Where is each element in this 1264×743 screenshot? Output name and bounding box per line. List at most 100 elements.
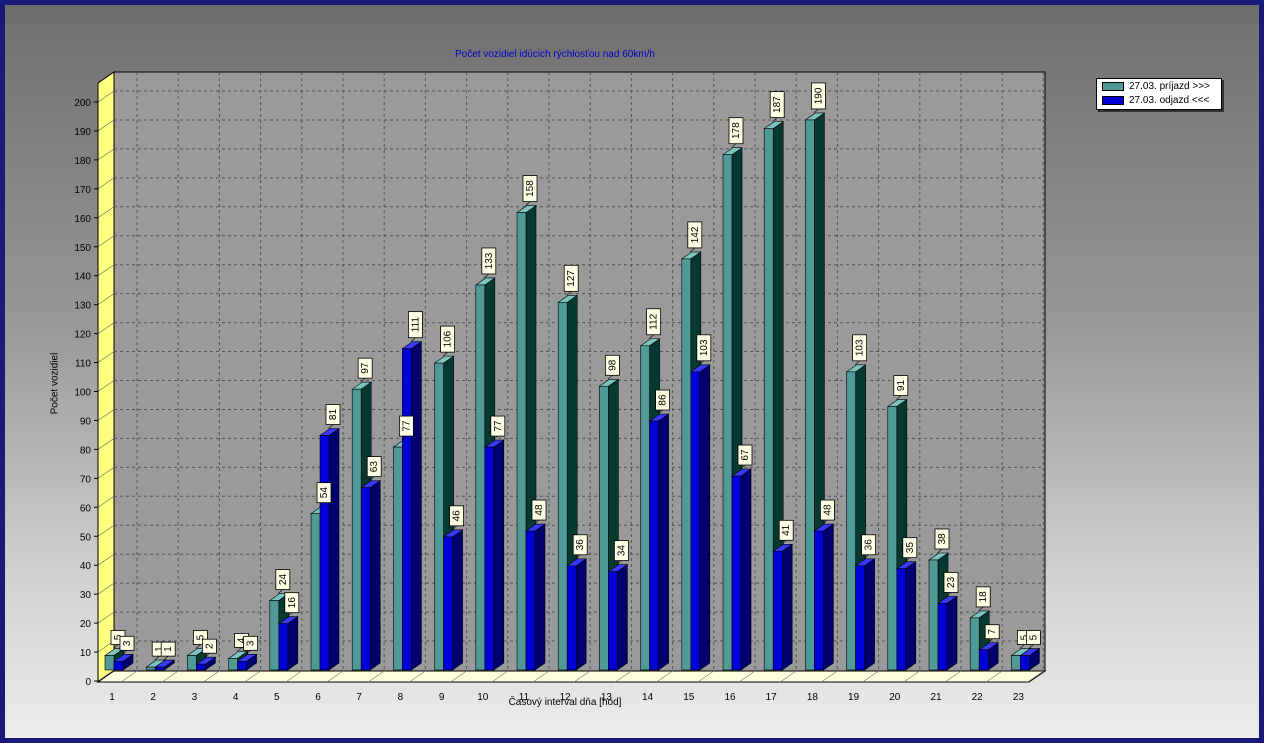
y-tick-label: 190 (74, 127, 91, 138)
bar-front-face (608, 571, 618, 671)
data-label-leader (163, 655, 169, 661)
bar-departures (566, 558, 588, 671)
bar-front-face (649, 420, 659, 671)
data-label-leader (740, 464, 746, 470)
x-gridline-floor (203, 670, 220, 683)
data-label: 133 (484, 252, 495, 269)
bar-front-face (1020, 655, 1030, 671)
bar-side-face (575, 558, 587, 671)
data-label-leader (410, 337, 416, 342)
y-tick-label: 100 (74, 388, 91, 399)
data-label: 111 (410, 317, 421, 333)
data-label-box (1026, 630, 1041, 645)
bar-departures (731, 468, 752, 671)
x-gridline-floor (574, 670, 591, 683)
y-axis-label: Počet vozidiel (49, 352, 61, 415)
data-label-box (934, 528, 950, 550)
legend-swatch-arrivals (1102, 82, 1124, 91)
y-tick-label: 120 (74, 330, 91, 341)
data-label-leader (822, 519, 828, 525)
chart-title: Počet vozidiel idúcich rýchlosťou nad 60… (455, 49, 655, 60)
data-label-leader (236, 647, 242, 652)
data-label-box (614, 540, 629, 561)
legend-label-arrivals: 27.03. príjazd >>> (1129, 81, 1210, 92)
x-gridline-floor (244, 670, 261, 683)
bar-front-face (154, 666, 165, 671)
data-label-leader (1028, 644, 1034, 649)
data-label: 97 (360, 362, 371, 374)
bar-departures (854, 558, 876, 671)
data-label: 112 (649, 313, 660, 329)
bar-front-face (104, 655, 115, 671)
data-label-box (811, 82, 826, 110)
data-label-leader (699, 360, 704, 366)
data-label-box (696, 334, 712, 362)
bar-front-face (269, 600, 280, 671)
data-label: 1 (154, 646, 165, 652)
data-label-leader (575, 554, 581, 560)
data-label-leader (122, 650, 128, 655)
bar-departures (236, 653, 258, 671)
y-tick-label: 80 (80, 445, 92, 456)
bar-front-face (969, 617, 980, 671)
x-tick-label: 2 (150, 692, 156, 703)
x-tick-label: 11 (519, 692, 530, 703)
y-gridline-side (97, 582, 115, 595)
x-gridline-floor (162, 670, 179, 683)
data-label: 77 (493, 420, 504, 432)
bar-front-face (846, 371, 856, 671)
bar-front-face (443, 536, 453, 671)
bar-front-face (763, 128, 774, 671)
data-label-leader (195, 644, 201, 649)
bar-front-face (402, 348, 412, 671)
x-gridline-floor (409, 670, 426, 683)
bar-side-face (369, 480, 381, 671)
data-label-leader (566, 291, 572, 296)
data-label: 91 (896, 380, 907, 392)
x-gridline-floor (368, 670, 385, 683)
bar-departures (360, 480, 382, 671)
bar-side-face (452, 529, 463, 671)
data-label: 1 (163, 646, 174, 652)
bar-front-face (731, 475, 742, 671)
bar-front-face (278, 623, 289, 671)
x-tick-label: 7 (356, 692, 362, 703)
y-gridline-side (97, 148, 115, 161)
x-tick-label: 3 (192, 692, 198, 703)
data-label: 187 (772, 96, 783, 113)
bar-side-face (617, 563, 628, 671)
x-gridline-floor (780, 670, 797, 683)
plot-side-wall (97, 71, 115, 683)
data-label-leader (204, 652, 210, 658)
bar-front-face (814, 530, 824, 671)
data-label: 36 (575, 539, 586, 551)
bar-front-face (475, 284, 486, 671)
data-label: 5 (1019, 634, 1030, 640)
y-gridline-side (97, 206, 115, 219)
bar-front-face (310, 513, 321, 671)
data-label-leader (369, 476, 375, 481)
y-tick-label: 0 (85, 677, 91, 688)
data-label-box (522, 175, 538, 202)
x-gridline-floor (285, 670, 302, 683)
bar-front-face (145, 666, 156, 671)
data-label-box (975, 586, 991, 608)
data-label-leader (781, 540, 787, 545)
data-label-leader (113, 644, 119, 649)
data-label: 48 (822, 504, 833, 516)
legend-label-departures: 27.03. odjazd <<< (1129, 95, 1210, 106)
data-label: 36 (864, 539, 875, 551)
x-tick-label: 18 (807, 692, 819, 703)
bar-departures (937, 595, 958, 671)
data-label-box (769, 91, 785, 119)
bar-front-face (228, 658, 238, 671)
y-gridline-side (97, 119, 115, 132)
bar-side-face (699, 364, 711, 671)
data-label-leader (534, 519, 540, 525)
y-gridline-side (97, 611, 115, 624)
bar-front-face (237, 661, 247, 671)
y-tick-label: 20 (80, 619, 92, 630)
x-gridline-floor (862, 670, 879, 683)
x-tick-label: 19 (848, 692, 860, 703)
data-label: 86 (658, 394, 669, 406)
